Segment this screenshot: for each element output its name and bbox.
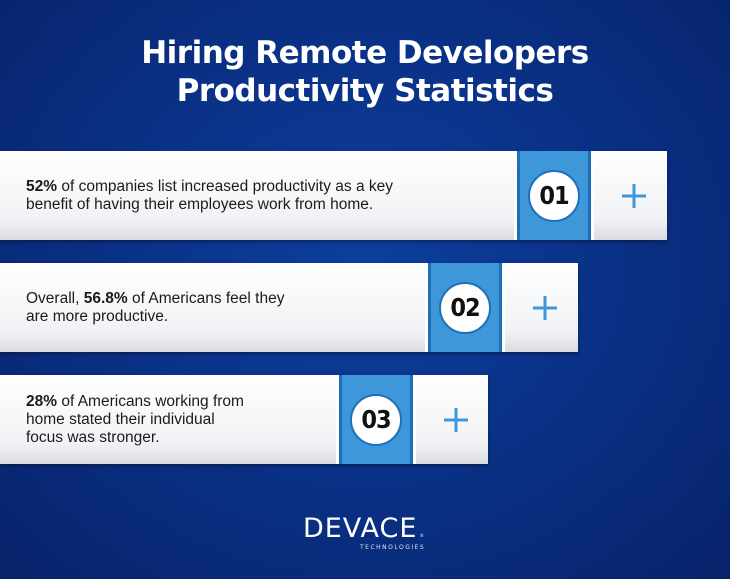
stat-fragment: Overall, xyxy=(26,289,84,307)
stat-card-2: Overall, 56.8% of Americans feel they are… xyxy=(0,263,578,352)
stat-highlight: 52% xyxy=(26,177,58,195)
expand-button[interactable] xyxy=(425,375,487,464)
stat-number: 02 xyxy=(439,281,491,334)
stat-fragment: home stated their individual xyxy=(26,410,215,428)
stat-number-box: 02 xyxy=(425,263,505,352)
stat-fragment: benefit of having their employees work f… xyxy=(26,195,374,213)
plus-icon xyxy=(533,295,557,320)
logo-subtitle: TECHNOLOGIES xyxy=(360,544,426,551)
stat-text: 52% of companies list increased producti… xyxy=(26,151,393,240)
stat-number-box: 01 xyxy=(514,151,594,240)
title-line-1: Hiring Remote Developers xyxy=(141,35,589,71)
stat-line: benefit of having their employees work f… xyxy=(26,196,393,214)
stat-line: 52% of companies list increased producti… xyxy=(26,178,393,196)
stat-text: Overall, 56.8% of Americans feel they are… xyxy=(26,263,284,352)
logo-wordmark: DEVACE. xyxy=(303,515,427,543)
stat-fragment: of Americans working from xyxy=(57,392,244,410)
stat-fragment: focus was stronger. xyxy=(26,428,160,446)
plus-icon xyxy=(622,183,646,208)
title-line-2: Productivity Statistics xyxy=(176,73,554,109)
stat-card-1: 52% of companies list increased producti… xyxy=(0,151,667,240)
expand-button[interactable] xyxy=(514,263,576,352)
stat-fragment: of companies list increased productivity… xyxy=(57,177,394,195)
expand-button[interactable] xyxy=(603,151,665,240)
plus-icon xyxy=(444,407,468,432)
stat-line: 28% of Americans working from xyxy=(26,393,244,411)
stat-highlight: 28% xyxy=(26,392,58,410)
page-title: Hiring Remote Developers Productivity St… xyxy=(0,34,730,110)
stat-number: 01 xyxy=(528,169,580,222)
stat-line: home stated their individual xyxy=(26,411,244,429)
brand-logo: DEVACE. TECHNOLOGIES xyxy=(0,515,730,552)
stat-fragment: are more productive. xyxy=(26,307,169,325)
logo-dot: . xyxy=(417,513,428,544)
stat-line: focus was stronger. xyxy=(26,429,244,447)
stat-card-3: 28% of Americans working from home stated… xyxy=(0,375,488,464)
stat-highlight: 56.8% xyxy=(83,289,128,307)
stat-number-box: 03 xyxy=(336,375,416,464)
stat-fragment: of Americans feel they xyxy=(127,289,285,307)
logo-word: DEVACE xyxy=(302,513,418,544)
stat-number: 03 xyxy=(350,393,402,446)
stat-line: Overall, 56.8% of Americans feel they xyxy=(26,290,284,308)
stat-text: 28% of Americans working from home stated… xyxy=(26,375,244,464)
stat-line: are more productive. xyxy=(26,308,284,326)
